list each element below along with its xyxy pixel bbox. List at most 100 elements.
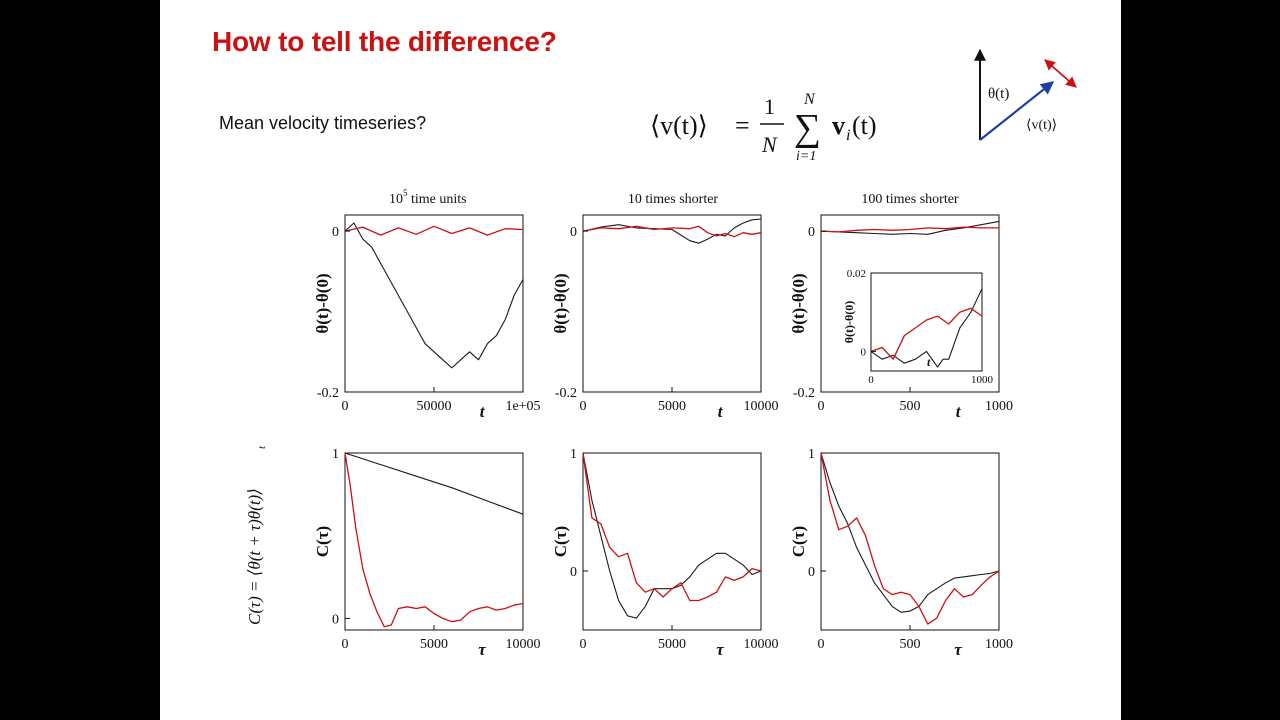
y-tick-label: 0 xyxy=(570,565,577,580)
correlation-definition-subscript: t xyxy=(256,445,268,449)
equation-frac-denominator: N xyxy=(761,132,778,157)
slide-figures: ⟨v(t)⟩ = 1 N N ∑ i=1 v i (t) θ(t) ⟨v(t)⟩… xyxy=(245,48,1077,659)
y-axis-label: θ(t)-θ(0) xyxy=(313,273,332,333)
diagram-theta-label: θ(t) xyxy=(988,86,1009,102)
equation-term-subscript: i xyxy=(846,127,850,144)
series-line-red xyxy=(582,225,762,238)
equation-frac-numerator: 1 xyxy=(764,94,775,119)
x-tick-label: 0 xyxy=(580,637,587,652)
x-tick-label: 0 xyxy=(342,637,349,652)
chart-panel-5: 0 5000 10000 1 0 τ C(τ) xyxy=(551,447,779,659)
equation-sum-symbol: ∑ xyxy=(794,107,821,149)
y-axis-label: θ(t)-θ(0) xyxy=(842,301,856,344)
series-line-black xyxy=(582,218,762,244)
y-axis-label: θ(t)-θ(0) xyxy=(789,273,808,333)
panel-title-3: 100 times shorter xyxy=(861,192,959,207)
x-axis-label: τ xyxy=(954,640,962,659)
y-tick-label: 0 xyxy=(808,565,815,580)
y-tick-label: 0 xyxy=(332,225,339,240)
y-tick-label: 0.02 xyxy=(847,268,866,280)
x-tick-label: 5000 xyxy=(658,637,686,652)
slide-title: How to tell the difference? xyxy=(212,26,557,57)
x-axis-label: τ xyxy=(478,640,486,659)
plot-frame xyxy=(582,214,762,393)
angle-diagram: θ(t) ⟨v(t)⟩ xyxy=(974,48,1077,141)
x-tick-label: 10000 xyxy=(744,637,779,652)
y-tick-label: 0 xyxy=(808,225,815,240)
y-axis-label: C(τ) xyxy=(789,526,808,557)
y-axis-label: C(τ) xyxy=(551,526,570,557)
x-tick-label: 1000 xyxy=(971,374,994,386)
diagram-velocity-vector xyxy=(979,81,1055,141)
y-axis-label: C(τ) xyxy=(313,526,332,557)
inset-background xyxy=(869,271,984,373)
equation-lhs: ⟨v(t)⟩ xyxy=(650,111,708,140)
x-axis-label: t xyxy=(927,355,931,369)
y-tick-label: -0.2 xyxy=(555,386,577,401)
plot-frame xyxy=(820,452,1000,631)
x-tick-label: 5000 xyxy=(420,637,448,652)
diagram-perpendicular-arrow xyxy=(1044,59,1077,88)
series-line-black xyxy=(344,222,524,369)
y-tick-label: 1 xyxy=(332,447,339,462)
x-tick-label: 50000 xyxy=(417,399,452,414)
chart-grid: 0 50000 1e+050-0.2tθ(t)-θ(0)0 5000 100000-0.… xyxy=(313,214,1013,659)
panel-title-2: 10 times shorter xyxy=(628,192,719,207)
correlation-definition-text: C(τ) = ⟨θ(t + τ)θ(t)⟩ xyxy=(245,488,264,625)
y-tick-label: 1 xyxy=(808,447,815,462)
chart-panel-4: 0 5000 10000 1 0 τ C(τ) xyxy=(313,447,541,659)
plot-frame xyxy=(344,214,524,393)
chart-panel-3: 0 500 10000-0.2tθ(t)-θ(0) xyxy=(789,214,1013,421)
series-line-black xyxy=(870,288,983,368)
x-tick-label: 10000 xyxy=(506,637,541,652)
x-tick-label: 1000 xyxy=(985,399,1013,414)
chart-panel-1: 0 50000 1e+050-0.2tθ(t)-θ(0) xyxy=(313,214,541,421)
plot-frame xyxy=(582,452,762,631)
panel-title-1: 105 time units xyxy=(389,188,467,207)
x-tick-label: 0 xyxy=(868,374,874,386)
x-axis-label: t xyxy=(956,402,962,421)
series-line-red xyxy=(820,226,999,233)
equation-term-argument: (t) xyxy=(852,111,877,140)
y-tick-label: -0.2 xyxy=(317,386,339,401)
series-line-red xyxy=(820,452,1000,625)
y-axis-label: θ(t)-θ(0) xyxy=(551,273,570,333)
y-tick-label: 0 xyxy=(332,612,339,627)
x-tick-label: 0 xyxy=(342,399,349,414)
x-tick-label: 0 xyxy=(580,399,587,414)
equation-term: v xyxy=(832,111,845,140)
mean-velocity-equation: ⟨v(t)⟩ = 1 N N ∑ i=1 v i (t) xyxy=(650,91,877,164)
x-tick-label: 1000 xyxy=(985,637,1013,652)
x-tick-label: 500 xyxy=(900,399,921,414)
x-tick-label: 500 xyxy=(900,637,921,652)
plot-frame xyxy=(870,272,983,372)
x-tick-label: 1e+05 xyxy=(505,399,540,414)
series-line-black xyxy=(344,452,524,515)
chart-panel-6: 0 500 1000 1 0 τ C(τ) xyxy=(789,447,1013,659)
y-tick-label: 1 xyxy=(570,447,577,462)
series-line-black xyxy=(582,452,762,619)
equation-equals: = xyxy=(735,111,750,140)
series-line-black xyxy=(820,452,1000,613)
x-tick-label: 0 xyxy=(818,399,825,414)
x-tick-label: 0 xyxy=(818,637,825,652)
y-tick-label: 0 xyxy=(861,346,867,358)
series-line-red xyxy=(582,452,762,602)
x-tick-label: 5000 xyxy=(658,399,686,414)
slide: How to tell the difference? Mean velocit… xyxy=(160,0,1121,720)
x-axis-label: τ xyxy=(716,640,724,659)
y-tick-label: -0.2 xyxy=(793,386,815,401)
chart-panel-11: 0 1000 0.02 0 t θ(t)-θ(0) xyxy=(842,268,994,386)
diagram-velocity-label: ⟨v(t)⟩ xyxy=(1026,118,1057,133)
equation-sum-bottom: i=1 xyxy=(796,149,816,164)
series-line-red xyxy=(344,225,524,236)
y-tick-label: 0 xyxy=(570,225,577,240)
x-axis-label: t xyxy=(718,402,724,421)
series-line-red xyxy=(870,307,983,360)
plot-frame xyxy=(344,452,524,631)
equation-sum-top: N xyxy=(803,91,816,108)
slide-subtitle: Mean velocity timeseries? xyxy=(219,113,427,133)
x-axis-label: t xyxy=(480,402,486,421)
series-line-red xyxy=(344,452,524,628)
